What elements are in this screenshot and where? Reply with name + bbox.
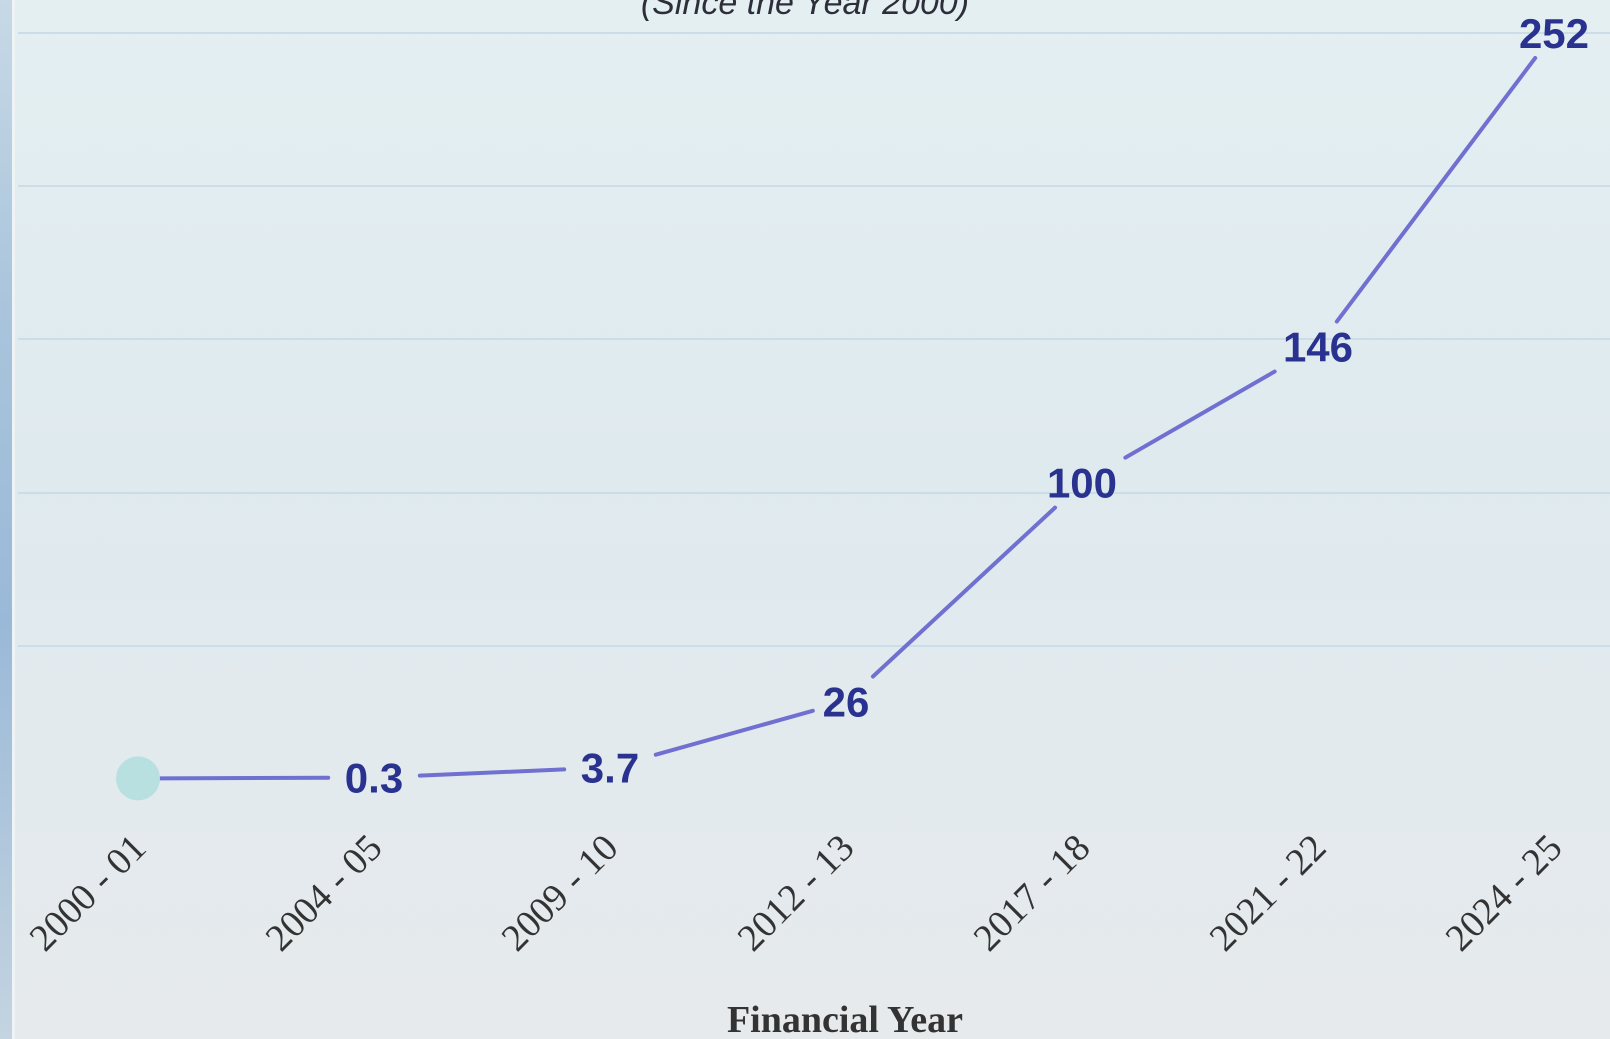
x-tick-label: 2021 - 22 <box>1202 827 1335 960</box>
data-label: 0.3 <box>345 755 403 802</box>
series-line-segment <box>417 767 567 778</box>
x-tick-label: 2012 - 13 <box>730 827 863 960</box>
x-tick-label: 2017 - 18 <box>966 827 1099 960</box>
data-label: 3.7 <box>581 745 639 792</box>
data-label: 146 <box>1283 324 1353 371</box>
data-point-marker <box>116 756 160 801</box>
x-axis-title: Financial Year <box>726 999 964 1039</box>
data-label: 100 <box>1047 460 1117 507</box>
x-tick-label: 2009 - 10 <box>494 827 627 960</box>
left-border-strip <box>0 0 12 1039</box>
data-label: 26 <box>823 679 870 726</box>
left-border-edge <box>12 0 15 1039</box>
x-tick-label: 2004 - 05 <box>258 827 391 960</box>
series-line-segment <box>653 708 815 757</box>
x-tick-label: 2024 - 25 <box>1438 827 1571 960</box>
series-line-segment <box>1334 56 1538 324</box>
chart-subtitle: (Since the Year 2000) <box>640 0 970 22</box>
series-line-segment <box>157 775 331 781</box>
series-line-segment <box>870 505 1058 679</box>
data-label: 252 <box>1519 10 1589 57</box>
series-line-segment <box>1123 369 1277 460</box>
x-tick-label: 2000 - 01 <box>22 827 155 960</box>
